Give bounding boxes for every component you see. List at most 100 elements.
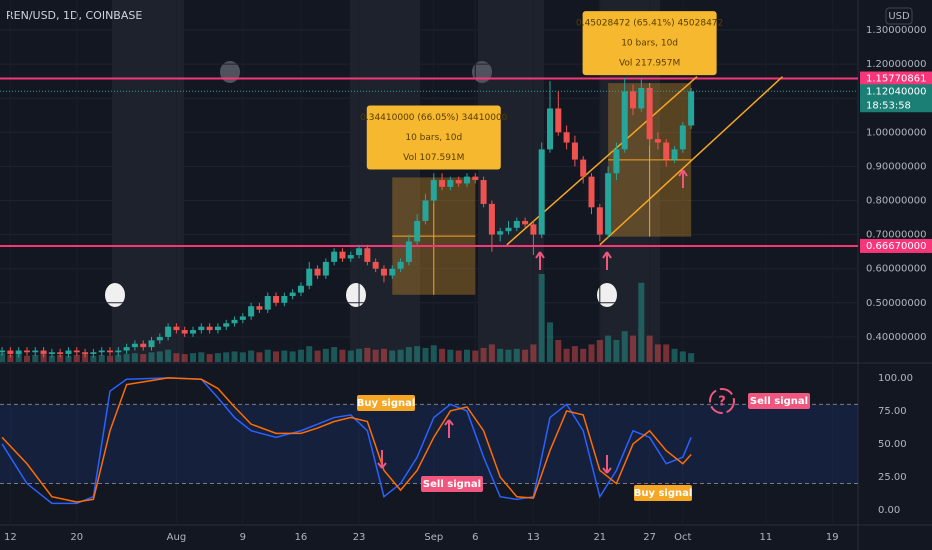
volume-bar (472, 350, 479, 362)
volume-bar (663, 344, 670, 362)
volume-bar (372, 349, 379, 362)
volume-bar (131, 353, 138, 362)
volume-bar (480, 347, 487, 362)
candle-body (223, 323, 230, 327)
candle-body (547, 108, 553, 150)
measure-label: 10 bars, 10d (621, 39, 678, 49)
volume-bar (82, 354, 89, 362)
y-tick-label: 1.30000000 (866, 25, 926, 36)
candle-body (148, 340, 155, 348)
candle-body (356, 248, 363, 256)
candle-body (522, 220, 529, 225)
volume-bar (181, 354, 188, 362)
volume-bar (638, 282, 645, 362)
candle-body (472, 176, 479, 181)
volume-bar (140, 354, 147, 362)
volume-bar (165, 349, 172, 362)
x-tick-label: 21 (593, 532, 606, 543)
volume-bar (488, 344, 495, 362)
oscillator-tick-label: 0.00 (878, 505, 900, 516)
candle-body (605, 173, 612, 235)
volume-bar (447, 349, 454, 362)
volume-bar (0, 353, 6, 362)
oscillator-tick-label: 25.00 (878, 472, 907, 483)
candle-body (206, 326, 213, 331)
candle-body (273, 295, 280, 303)
volume-bar (322, 348, 329, 362)
question-circle (709, 388, 735, 414)
candle-body (463, 176, 470, 184)
candle-body (679, 125, 686, 150)
last-price-box (860, 84, 932, 113)
oscillator-tick-label: 100.00 (878, 373, 913, 384)
volume-bar (405, 347, 412, 362)
candle-body (488, 203, 495, 235)
arrow (377, 450, 387, 469)
volume-bar (231, 351, 238, 362)
currency-box (885, 7, 913, 25)
volume-bar (206, 354, 213, 362)
volume-bar (588, 344, 595, 362)
arrow (602, 251, 612, 270)
candle-body (322, 261, 329, 276)
markers (105, 61, 617, 307)
volume-bar (605, 335, 612, 362)
band (478, 0, 544, 362)
candle-body (331, 251, 338, 262)
x-tick-label: Aug (167, 532, 187, 543)
question-mark: ? (718, 395, 726, 410)
x-tick-label: 6 (472, 532, 478, 543)
x-tick-label: Oct (674, 532, 691, 543)
candle-body (505, 227, 512, 232)
candle-body (389, 268, 396, 276)
volume-bar (23, 355, 30, 362)
candle-body (90, 352, 97, 354)
volume-bar (239, 352, 246, 362)
x-tick-label: 12 (4, 532, 17, 543)
y-tick-label: 0.80000000 (866, 196, 926, 207)
candle-body (397, 261, 404, 269)
candle-body (40, 350, 47, 354)
volume-bar (356, 348, 363, 362)
measure-label: 0.34410000 (66.05%) 34410000 (360, 113, 508, 123)
candle-body (248, 306, 255, 317)
volume-bar (547, 322, 553, 362)
volume-bar (7, 354, 14, 362)
marker-dot (472, 61, 492, 83)
oscillator-line (1, 377, 692, 505)
volume-bar (555, 340, 562, 362)
candle-body (123, 347, 130, 351)
volume-bar (223, 352, 230, 362)
signal-label: Sell signal (423, 479, 481, 490)
measure-label-box (366, 105, 501, 170)
candle-body (430, 180, 437, 201)
level-label: 1.15770861 (866, 74, 926, 85)
candle-body (571, 142, 578, 160)
candle-body (663, 142, 670, 160)
symbol-title: REN/USD, 1D, COINBASE (6, 9, 142, 22)
volume-bar (90, 355, 97, 362)
signal-label-box (748, 393, 810, 409)
volume-bar (397, 349, 404, 362)
volume-bar (347, 350, 354, 362)
volume-bar (173, 353, 180, 362)
candle-body (115, 350, 122, 353)
volume-bar (273, 351, 280, 362)
candle-body (48, 352, 55, 354)
signal-label: Sell signal (750, 396, 808, 407)
candle-body (65, 350, 72, 354)
candle-body (198, 326, 205, 331)
volume-bar (289, 351, 296, 362)
x-tick-label: 13 (527, 532, 540, 543)
arrow (535, 251, 545, 270)
marker-dot (220, 61, 240, 83)
candle-body (214, 326, 221, 331)
candle-body (15, 350, 22, 354)
oscillator-tick-label: 75.00 (878, 406, 907, 417)
volume-bar (505, 349, 512, 362)
candle-body (0, 350, 6, 353)
candle-body (165, 326, 172, 337)
band (112, 0, 184, 362)
volume-bar (190, 353, 197, 362)
